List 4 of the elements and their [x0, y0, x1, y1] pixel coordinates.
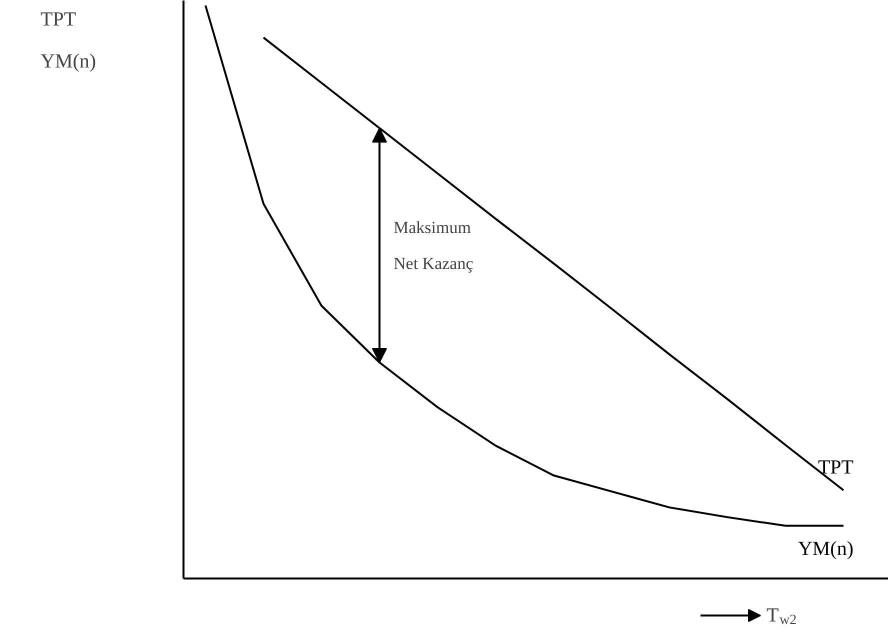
- annotation: Maksimum Net Kazanç: [394, 218, 474, 273]
- series-label: YM(n): [798, 538, 854, 560]
- y-axis-title: TPT YM(n): [40, 8, 96, 72]
- series-label: TPT: [818, 456, 854, 478]
